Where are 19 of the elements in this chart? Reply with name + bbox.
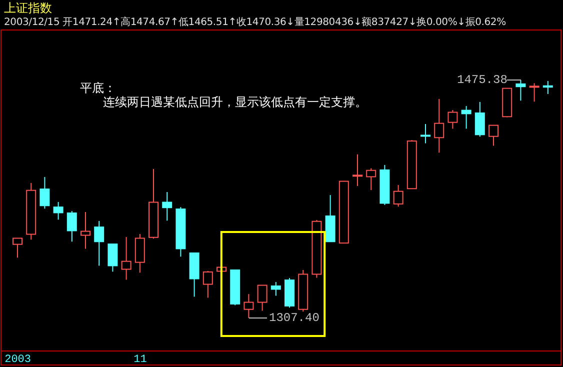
annotation: 1475.38 (457, 73, 508, 88)
candlestick (542, 80, 553, 94)
candlestick (352, 154, 362, 186)
chart-title: 上证指数 (4, 0, 52, 17)
candlestick (53, 201, 64, 220)
candlestick (461, 106, 472, 130)
annotation: 连续两日遇某低点回升，显示该低点有一定支撑。 (103, 95, 367, 109)
x-tick-label: 2003 (4, 354, 32, 366)
annotation: 1307.40 (269, 311, 320, 326)
x-tick-label: 11 (134, 354, 148, 366)
candlestick (420, 124, 430, 144)
candlestick (80, 212, 90, 250)
candlestick (121, 236, 132, 280)
chart-subtitle: 2003/12/15 开1471.24↑高1474.67↑低1465.51↑收1470.36↓量12980436↓额837427↓换0.00%↓振0.62% (4, 16, 506, 29)
candlestick (434, 98, 444, 154)
candlestick (162, 192, 172, 222)
candlestick (94, 220, 104, 266)
annotation: 平底： (80, 81, 116, 95)
candlestick (244, 294, 254, 318)
